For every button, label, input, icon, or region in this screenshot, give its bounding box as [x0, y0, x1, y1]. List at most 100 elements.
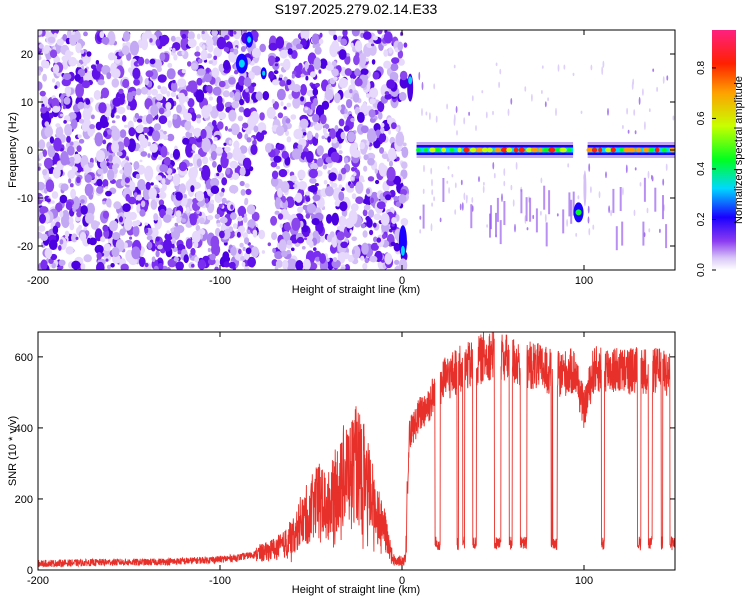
spectrogram-speckle — [196, 33, 201, 40]
spectrogram-speckle — [134, 112, 140, 119]
spectrogram-speckle — [327, 136, 331, 143]
spectrogram-speckle — [286, 213, 292, 221]
spectrogram-speckle — [77, 134, 82, 138]
spectrogram-speckle — [146, 235, 153, 241]
spectrogram-speckle — [460, 179, 463, 186]
spectrogram-speckle — [425, 111, 428, 116]
spectrogram-speckle — [349, 183, 355, 189]
spectrogram-speckle — [96, 178, 103, 187]
spectrogram-speckle — [363, 74, 369, 81]
spectrogram-speckle — [316, 145, 324, 156]
spectrogram-speckle — [149, 58, 156, 65]
spectrogram-speckle — [250, 137, 254, 142]
spectrogram-speckle — [326, 234, 332, 243]
spectrogram-speckle — [118, 88, 124, 95]
spectrogram-speckle — [64, 123, 73, 137]
spectrogram-speckle — [66, 30, 72, 38]
spectrogram-speckle — [492, 110, 494, 116]
spectrogram-speckle — [140, 86, 149, 95]
spectrogram-speckle — [216, 95, 223, 106]
spectrogram-speckle — [196, 118, 201, 124]
spectrogram-speckle — [189, 213, 197, 221]
spectrogram-speckle — [138, 56, 145, 66]
spectrogram-speckle — [328, 30, 336, 36]
spectrogram-speckle — [137, 179, 146, 191]
spectrogram-speckle — [590, 64, 593, 71]
spectrogram-speckle — [588, 228, 591, 236]
spectrogram-speckle — [278, 74, 284, 78]
spectrogram-speckle — [419, 229, 422, 234]
spectrogram-speckle — [587, 205, 590, 214]
spectrogram-speckle — [119, 129, 127, 139]
spectrogram-speckle — [296, 236, 305, 244]
spectrogram-speckle — [338, 77, 348, 89]
carrier-streak — [495, 212, 497, 237]
spectrogram-speckle — [347, 131, 356, 143]
spectrogram-speckle — [233, 48, 239, 55]
spectrogram-speckle — [265, 143, 272, 153]
spectrogram-speckle — [190, 63, 198, 70]
spectrogram-speckle — [196, 77, 203, 86]
spectrogram-speckle — [338, 215, 347, 227]
spectrogram-speckle — [145, 114, 154, 124]
spectrogram-speckle — [363, 31, 372, 40]
spectrogram-speckle — [153, 213, 159, 221]
spectrogram-speckle — [89, 124, 95, 130]
spectrogram-speckle — [218, 104, 222, 108]
colorbar-tick-label: 0.4 — [696, 162, 707, 176]
carrier-peak — [642, 147, 650, 153]
spectrogram-speckle — [295, 192, 303, 203]
spectrogram-speckle — [319, 114, 327, 125]
spectrogram-speckle — [129, 211, 137, 221]
carrier-peak — [469, 147, 477, 153]
spectrogram-speckle — [291, 73, 295, 79]
spectrogram-speckle — [120, 179, 126, 187]
spectrogram-speckle — [273, 70, 279, 75]
spectrogram-speckle — [38, 70, 42, 76]
spectrogram-speckle — [238, 205, 246, 218]
spectrogram-speckle — [200, 128, 207, 140]
spectrogram-speckle — [540, 177, 543, 184]
spectrogram-speckle — [102, 224, 109, 232]
spectrogram-speckle — [219, 230, 225, 239]
spectrogram-speckle — [216, 172, 220, 177]
spectrogram-speckle — [238, 75, 246, 86]
spectrogram-speckle — [377, 111, 383, 120]
spectrogram-speckle — [195, 190, 205, 202]
spectrogram-speckle — [338, 49, 347, 60]
spectrogram-speckle — [52, 225, 59, 235]
spectrogram-speckle — [286, 136, 292, 143]
spectrogram-speckle — [112, 55, 118, 60]
spectrogram-speckle — [186, 85, 192, 92]
spectrogram-speckle — [212, 120, 217, 127]
spectrogram-speckle — [326, 214, 333, 224]
spectrogram-speckle — [250, 110, 259, 125]
spectrogram-speckle — [165, 102, 172, 110]
spectrogram-speckle — [394, 266, 399, 270]
spectrogram-speckle — [218, 63, 225, 73]
snr-y-ticks: 0 200 400 600 — [15, 352, 675, 577]
carrier-peak — [448, 147, 455, 153]
spectrogram-speckle — [258, 229, 266, 240]
spectrogram-speckle — [38, 225, 46, 232]
spectrogram-speckle — [88, 162, 94, 168]
spectrogram-speckle — [418, 71, 421, 81]
spectrogram-speckle — [373, 213, 382, 221]
spectrogram-speckle — [69, 222, 75, 231]
spectrogram-speckle — [45, 179, 55, 193]
spectrogram-speckle — [96, 261, 105, 270]
spectrogram-speckle — [239, 98, 245, 106]
spectrogram-speckle — [312, 230, 319, 239]
spectrogram-speckle — [162, 130, 167, 135]
spectrogram-speckle — [200, 49, 208, 61]
spectrogram-speckle — [401, 146, 409, 158]
dropout-burst — [575, 209, 582, 216]
carrier-peak — [598, 147, 603, 153]
x-tick-label: 100 — [575, 275, 593, 287]
spectrogram-speckle — [207, 43, 214, 53]
spectrogram-speckle — [222, 251, 230, 261]
spectrogram-speckle — [188, 167, 198, 181]
carrier-peak — [475, 147, 484, 153]
spectrogram-speckle — [297, 169, 306, 180]
spectrogram-speckle — [39, 213, 46, 224]
